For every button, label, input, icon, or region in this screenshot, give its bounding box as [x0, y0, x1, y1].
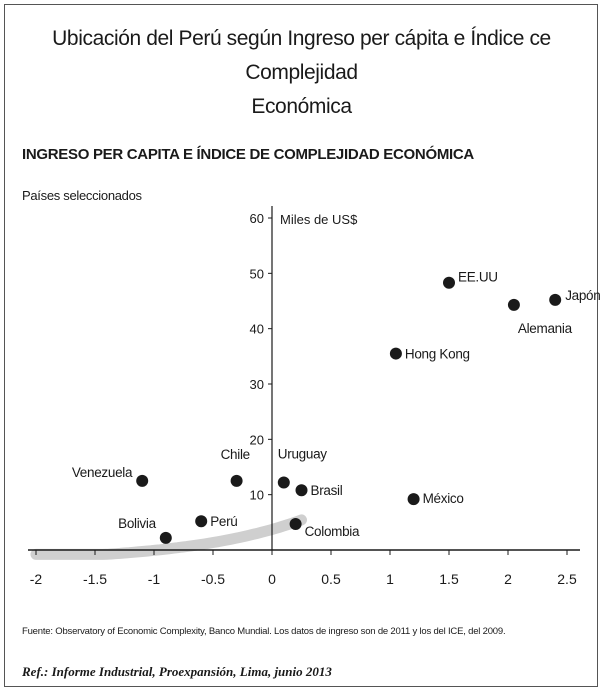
x-tick-label: 1	[386, 571, 394, 587]
x-tick-label: 0	[268, 571, 276, 587]
y-tick-label: 40	[250, 322, 264, 337]
reference-note: Ref.: Informe Industrial, Proexpansión, …	[22, 664, 332, 679]
point-colombia	[289, 517, 302, 530]
trend-band	[30, 514, 307, 560]
source-note: Fuente: Observatory of Economic Complexi…	[22, 626, 506, 637]
point-label-colombia: Colombia	[305, 524, 360, 539]
y-axis-label: Miles de US$	[280, 212, 358, 227]
y-tick-label: 60	[250, 211, 264, 226]
point-bolivia	[159, 531, 172, 544]
point-label-mexico: México	[423, 491, 464, 506]
chart-subtitle: INGRESO PER CAPITA E ÍNDICE DE COMPLEJID…	[22, 146, 474, 163]
point-label-brasil: Brasil	[311, 483, 343, 498]
x-tick-label: -2	[30, 571, 43, 587]
chart-title: Ubicación del Perú según Ingreso per cáp…	[10, 22, 593, 124]
point-brasil	[295, 484, 308, 497]
point-hong-kong	[389, 347, 402, 360]
y-tick-label: 50	[250, 266, 264, 281]
point-label-ee-uu: EE.UU	[458, 270, 498, 285]
point-label-alemania: Alemania	[518, 321, 573, 336]
point-uruguay	[277, 476, 290, 489]
point-alemania	[507, 298, 520, 311]
x-tick-label: 2	[504, 571, 512, 587]
chart-title-line1: Ubicación del Perú según Ingreso per cáp…	[52, 27, 551, 84]
y-tick-label: 30	[250, 377, 264, 392]
point-label-chile: Chile	[221, 447, 250, 462]
point-label-hong-kong: Hong Kong	[405, 347, 470, 362]
point-chile	[230, 474, 243, 487]
x-tick-label: -1.5	[83, 571, 107, 587]
x-tick-label: -1	[148, 571, 161, 587]
point-venezuela	[136, 474, 149, 487]
x-tick-label: 1.5	[439, 571, 459, 587]
point-label-peru: Perú	[210, 514, 237, 529]
x-tick-label: 0.5	[321, 571, 341, 587]
chart-frame	[4, 4, 598, 687]
point-label-uruguay: Uruguay	[278, 446, 327, 461]
x-tick-label: -0.5	[201, 571, 225, 587]
y-tick-label: 20	[250, 432, 264, 447]
point-japon	[549, 293, 562, 306]
point-label-japon: Japón	[565, 288, 600, 303]
chart-title-line2: Económica	[251, 95, 352, 118]
point-label-bolivia: Bolivia	[118, 516, 156, 531]
point-mexico	[407, 493, 420, 506]
x-tick-label: 2.5	[557, 571, 577, 587]
point-ee-uu	[443, 276, 455, 289]
point-peru	[195, 515, 208, 528]
chart-selection-note: Países seleccionados	[22, 188, 142, 203]
y-tick-label: 10	[250, 488, 264, 503]
point-label-venezuela: Venezuela	[72, 465, 133, 480]
